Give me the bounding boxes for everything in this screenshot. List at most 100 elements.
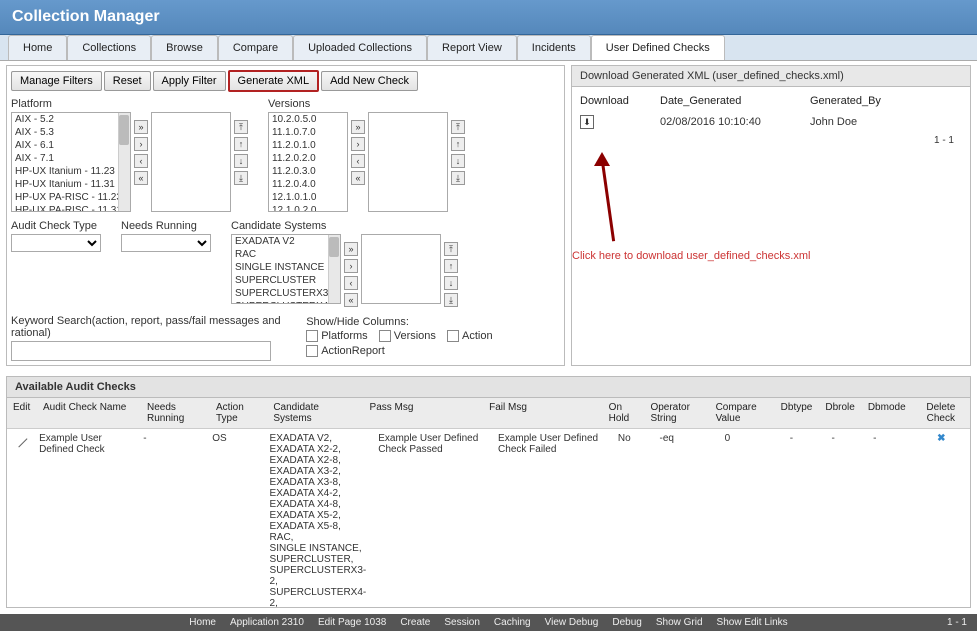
main-tabs: Home Collections Browse Compare Uploaded… xyxy=(0,35,977,61)
filter-toolbar: Manage Filters Reset Apply Filter Genera… xyxy=(11,70,560,92)
download-row: ⬇ 02/08/2016 10:10:40 John Doe xyxy=(580,111,962,133)
footer-debug[interactable]: Debug xyxy=(612,617,641,628)
cs-move-icons: » › ‹ « xyxy=(344,234,358,307)
cs-order-icons: ⤒ ↑ ↓ ⤓ xyxy=(444,234,458,307)
footer-create[interactable]: Create xyxy=(400,617,430,628)
cell-on-hold: No xyxy=(612,429,654,448)
needs-running-label: Needs Running xyxy=(121,220,211,232)
versions-move-icons: » › ‹ « xyxy=(351,112,365,212)
move-right-icon[interactable]: › xyxy=(351,137,365,151)
action-checkbox[interactable] xyxy=(447,330,459,342)
footer-viewdebug[interactable]: View Debug xyxy=(545,617,599,628)
showhide-label: Show/Hide Columns: xyxy=(306,316,560,328)
download-panel: Download Generated XML (user_defined_che… xyxy=(571,65,971,366)
footer-home[interactable]: Home xyxy=(189,617,216,628)
tab-uploaded[interactable]: Uploaded Collections xyxy=(293,35,427,60)
grid-header-row: Edit Audit Check Name Needs Running Acti… xyxy=(7,398,970,429)
cell-compare-value: 0 xyxy=(719,429,784,448)
tab-collections[interactable]: Collections xyxy=(67,35,151,60)
move-left-icon[interactable]: ‹ xyxy=(351,154,365,168)
versions-order-icons: ⤒ ↑ ↓ ⤓ xyxy=(451,112,465,212)
footer-app[interactable]: Application 2310 xyxy=(230,617,304,628)
cell-pass-msg: Example User Defined Check Passed xyxy=(372,429,492,459)
red-arrow-icon xyxy=(592,152,612,242)
move-bottom-icon[interactable]: ⤓ xyxy=(444,293,458,307)
move-up-icon[interactable]: ↑ xyxy=(234,137,248,151)
apply-filter-button[interactable]: Apply Filter xyxy=(153,71,226,91)
generate-xml-button[interactable]: Generate XML xyxy=(228,70,320,92)
move-top-icon[interactable]: ⤒ xyxy=(451,120,465,134)
versions-target-listbox[interactable] xyxy=(368,112,448,212)
footer-showeditlinks[interactable]: Show Edit Links xyxy=(717,617,788,628)
cell-operator-string: -eq xyxy=(654,429,719,448)
move-all-left-icon[interactable]: « xyxy=(351,171,365,185)
needs-running-select[interactable] xyxy=(121,234,211,252)
tab-compare[interactable]: Compare xyxy=(218,35,293,60)
annotation-text: Click here to download user_defined_chec… xyxy=(572,250,810,262)
move-all-left-icon[interactable]: « xyxy=(344,293,358,307)
platforms-checkbox[interactable] xyxy=(306,330,318,342)
add-new-check-button[interactable]: Add New Check xyxy=(321,71,418,91)
download-pager: 1 - 1 xyxy=(580,133,962,148)
move-bottom-icon[interactable]: ⤓ xyxy=(234,171,248,185)
move-up-icon[interactable]: ↑ xyxy=(451,137,465,151)
grid-title: Available Audit Checks xyxy=(6,376,971,398)
audit-check-type-select[interactable] xyxy=(11,234,101,252)
platform-listbox[interactable]: AIX - 5.2 AIX - 5.3 AIX - 6.1 AIX - 7.1 … xyxy=(11,112,131,212)
cs-target-listbox[interactable] xyxy=(361,234,441,304)
scrollbar[interactable] xyxy=(118,113,130,211)
download-by: John Doe xyxy=(810,116,857,128)
move-right-icon[interactable]: › xyxy=(134,137,148,151)
edit-icon[interactable] xyxy=(11,431,28,448)
actionreport-checkbox[interactable] xyxy=(306,345,318,357)
app-title: Collection Manager xyxy=(12,8,160,25)
scrollbar[interactable] xyxy=(328,235,340,303)
move-top-icon[interactable]: ⤒ xyxy=(234,120,248,134)
footer-bar: Home Application 2310 Edit Page 1038 Cre… xyxy=(0,614,977,631)
download-date: 02/08/2016 10:10:40 xyxy=(660,116,800,128)
manage-filters-button[interactable]: Manage Filters xyxy=(11,71,102,91)
col-download: Download xyxy=(580,95,650,107)
move-down-icon[interactable]: ↓ xyxy=(234,154,248,168)
move-up-icon[interactable]: ↑ xyxy=(444,259,458,273)
footer-pager: 1 - 1 xyxy=(947,617,967,628)
delete-icon[interactable]: ✖ xyxy=(937,433,945,444)
footer-editpage[interactable]: Edit Page 1038 xyxy=(318,617,386,628)
tab-browse[interactable]: Browse xyxy=(151,35,218,60)
filters-panel: Manage Filters Reset Apply Filter Genera… xyxy=(6,65,565,366)
move-left-icon[interactable]: ‹ xyxy=(344,276,358,290)
audit-check-type-label: Audit Check Type xyxy=(11,220,101,232)
move-left-icon[interactable]: ‹ xyxy=(134,154,148,168)
move-all-left-icon[interactable]: « xyxy=(134,171,148,185)
tab-reportview[interactable]: Report View xyxy=(427,35,517,60)
col-date: Date_Generated xyxy=(660,95,800,107)
move-top-icon[interactable]: ⤒ xyxy=(444,242,458,256)
cell-dbmode: - xyxy=(867,429,913,448)
tab-incidents[interactable]: Incidents xyxy=(517,35,591,60)
move-bottom-icon[interactable]: ⤓ xyxy=(451,171,465,185)
keyword-input[interactable] xyxy=(11,341,271,361)
move-down-icon[interactable]: ↓ xyxy=(444,276,458,290)
move-all-right-icon[interactable]: » xyxy=(351,120,365,134)
tab-home[interactable]: Home xyxy=(8,35,67,60)
download-panel-title: Download Generated XML (user_defined_che… xyxy=(572,66,970,87)
cell-dbtype: - xyxy=(784,429,826,448)
move-all-right-icon[interactable]: » xyxy=(344,242,358,256)
tab-userdefinedchecks[interactable]: User Defined Checks xyxy=(591,35,725,60)
versions-listbox[interactable]: 10.2.0.5.0 11.1.0.7.0 11.2.0.1.0 11.2.0.… xyxy=(268,112,348,212)
move-right-icon[interactable]: › xyxy=(344,259,358,273)
footer-session[interactable]: Session xyxy=(444,617,480,628)
platform-order-icons: ⤒ ↑ ↓ ⤓ xyxy=(234,112,248,212)
footer-caching[interactable]: Caching xyxy=(494,617,531,628)
download-icon[interactable]: ⬇ xyxy=(580,115,594,129)
candidate-systems-listbox[interactable]: EXADATA V2 RAC SINGLE INSTANCE SUPERCLUS… xyxy=(231,234,341,304)
cell-needs-running: - xyxy=(137,429,206,448)
versions-checkbox[interactable] xyxy=(379,330,391,342)
footer-showgrid[interactable]: Show Grid xyxy=(656,617,703,628)
cell-action-type: OS xyxy=(206,429,263,448)
candidate-systems-label: Candidate Systems xyxy=(231,220,458,232)
move-all-right-icon[interactable]: » xyxy=(134,120,148,134)
reset-button[interactable]: Reset xyxy=(104,71,151,91)
platform-target-listbox[interactable] xyxy=(151,112,231,212)
move-down-icon[interactable]: ↓ xyxy=(451,154,465,168)
